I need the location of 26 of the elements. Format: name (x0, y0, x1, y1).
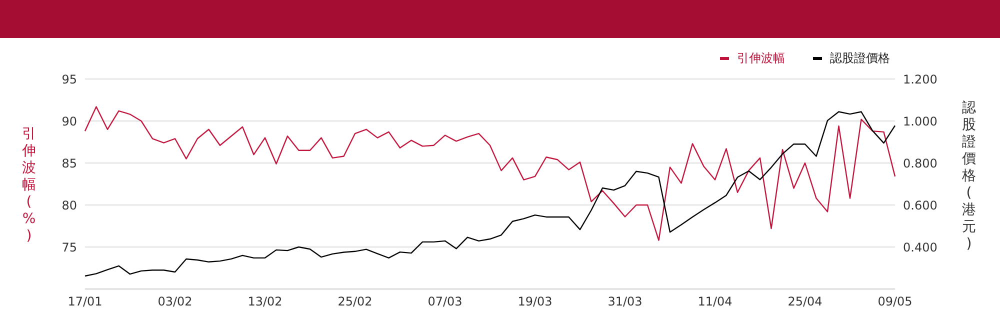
x-tick-label: 19/03 (518, 294, 552, 309)
y-tick-label: 80 (62, 198, 77, 212)
x-tick-label: 09/05 (878, 294, 912, 309)
text: 認股證價格(港元) (962, 100, 976, 252)
line-series (84, 106, 896, 241)
line-series (84, 111, 896, 277)
x-tick-label: 07/03 (428, 294, 462, 309)
y2-tick-label: 0.600 (903, 198, 938, 212)
y-tick-label: 85 (62, 156, 77, 170)
y2-tick-label: 1.200 (903, 72, 938, 86)
legend-label: 引伸波幅 (737, 50, 785, 67)
x-tick-label: 03/02 (158, 294, 192, 309)
x-tick-label: 25/04 (788, 294, 822, 309)
x-tick-label: 17/01 (68, 294, 102, 309)
y-tick-label: 75 (62, 240, 77, 254)
x-tick-label: 11/04 (698, 294, 732, 309)
y2-tick-label: 1.000 (903, 114, 938, 128)
x-tick-label: 31/03 (608, 294, 642, 309)
y-tick-label: 90 (62, 114, 77, 128)
y-axis-title: 引伸波幅(%) (21, 126, 37, 245)
legend-label: 認股證價格 (830, 50, 890, 67)
x-tick-label: 13/02 (248, 294, 282, 309)
y2-tick-label: 0.800 (903, 156, 938, 170)
y-tick-label: 95 (62, 72, 77, 86)
y2-tick-label: 0.400 (903, 240, 938, 254)
x-tick-label: 25/02 (338, 294, 372, 309)
